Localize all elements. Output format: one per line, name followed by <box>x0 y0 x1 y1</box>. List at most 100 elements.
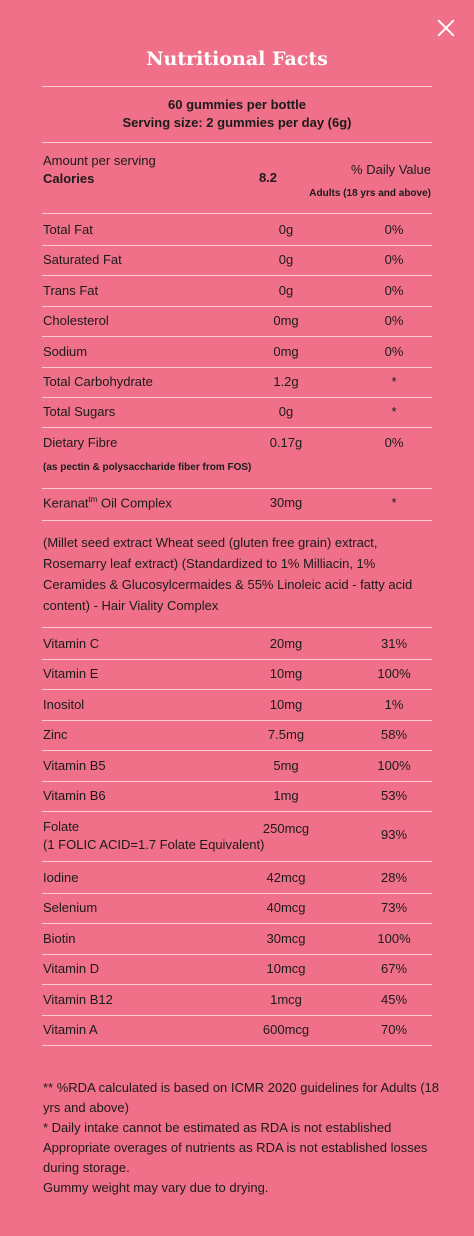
nutrient-daily-value: 0% <box>384 313 404 329</box>
daily-value-label: % Daily Value <box>351 162 431 177</box>
nutrient-amount: 10mg <box>269 666 303 682</box>
calories-label: Calories <box>43 171 95 186</box>
nutrient-row: Biotin 30mcg 100% <box>43 931 433 951</box>
nutrient-daily-value: 53% <box>380 788 408 803</box>
nutrient-row: Total Fat 0g 0% <box>43 222 433 242</box>
divider <box>42 275 432 277</box>
nutrient-amount: 30mcg <box>266 930 306 946</box>
nutrient-row: Vitamin C 20mg 31% <box>43 636 433 656</box>
divider <box>42 893 432 894</box>
fibre-note: (as pectin & polysaccharide fiber from F… <box>43 462 252 473</box>
nutrient-amount: 250mcg <box>262 821 310 836</box>
nutrient-amount: 7.5mg <box>267 727 305 743</box>
nutrient-daily-value: 0% <box>384 282 404 298</box>
divider <box>42 142 432 143</box>
nutrient-daily-value: * <box>391 374 397 389</box>
divider <box>42 305 432 307</box>
nutrient-name: Vitamin D <box>43 961 100 977</box>
nutrient-row: Vitamin B5 5mg 100% <box>43 758 433 778</box>
nutrient-row: Vitamin B6 1mg 53% <box>43 788 433 808</box>
nutrient-row: Vitamin D 10mcg 67% <box>43 961 433 981</box>
nutrient-name: Iodine <box>43 870 79 885</box>
nutrient-row: Vitamin A 600mcg 70% <box>43 1022 433 1042</box>
divider <box>42 488 432 489</box>
nutrient-row: Cholesterol 0mg 0% <box>43 313 433 333</box>
nutrient-name: Saturated Fat <box>43 252 122 268</box>
serving-info: 60 gummies per bottle Serving size: 2 gu… <box>0 96 474 132</box>
nutrient-name: Zinc <box>43 727 68 743</box>
divider <box>42 719 432 721</box>
footnote-overages: Appropriate overages of nutrients as RDA… <box>43 1140 428 1175</box>
nutrient-row-folate: Folate (1 FOLIC ACID=1.7 Folate Equivale… <box>43 819 433 855</box>
nutrient-amount: 1.2g <box>273 374 299 389</box>
divider <box>42 627 432 628</box>
nutrient-row: Vitamin E 10mg 100% <box>43 666 433 686</box>
nutrient-amount: 0g <box>278 404 294 420</box>
nutrient-row: Zinc 7.5mg 58% <box>43 727 433 747</box>
nutrient-amount: 1mg <box>273 788 299 803</box>
nutrient-amount: 5mg <box>273 757 299 773</box>
nutrient-row: Selenium 40mcg 73% <box>43 900 433 920</box>
footnote-rda: ** %RDA calculated is based on ICMR 2020… <box>43 1080 439 1115</box>
daily-value-sub: Adults (18 yrs and above) <box>309 188 431 199</box>
nutrient-daily-value: * <box>391 495 397 510</box>
nutrient-daily-value: 0% <box>384 434 404 450</box>
divider <box>42 1045 432 1046</box>
divider <box>42 953 432 955</box>
divider <box>42 923 432 925</box>
nutrient-amount: 0mg <box>273 343 299 359</box>
divider <box>42 213 432 214</box>
nutrient-daily-value: 0% <box>384 343 404 359</box>
divider <box>42 336 432 338</box>
nutrient-amount: 600mcg <box>262 1022 310 1037</box>
nutrient-daily-value: 0% <box>384 222 404 237</box>
divider <box>42 245 432 246</box>
footnotes: ** %RDA calculated is based on ICMR 2020… <box>43 1078 443 1198</box>
divider <box>42 1014 432 1016</box>
nutrient-row-keranat: Keranattm Oil Complex 30mg * <box>43 495 433 515</box>
divider <box>42 86 432 87</box>
nutrient-name: Selenium <box>43 900 98 916</box>
nutrient-amount: 10mcg <box>266 961 306 977</box>
nutrient-amount: 1mcg <box>270 991 302 1007</box>
nutrient-amount: 0g <box>278 282 294 298</box>
nutrient-daily-value: 31% <box>380 636 408 651</box>
footnote-weight: Gummy weight may vary due to drying. <box>43 1180 269 1195</box>
nutrient-name: Cholesterol <box>43 313 109 329</box>
nutrient-name: Folate <box>43 819 80 834</box>
divider <box>42 780 432 782</box>
divider <box>42 811 432 812</box>
nutrient-name: Sodium <box>43 343 88 359</box>
nutrient-amount: 40mcg <box>266 900 306 916</box>
nutrient-daily-value: * <box>391 404 397 420</box>
nutrient-daily-value: 100% <box>377 930 411 946</box>
nutrient-name: Inositol <box>43 696 85 712</box>
nutrient-name: Biotin <box>43 930 76 946</box>
nutrient-row: Total Sugars 0g * <box>43 404 433 424</box>
nutrient-name: Trans Fat <box>43 282 99 298</box>
divider <box>42 689 432 691</box>
divider <box>42 366 432 368</box>
keranat-description: (Millet seed extract Wheat seed (gluten … <box>43 535 413 613</box>
serving-size: Serving size: 2 gummies per day (6g) <box>122 115 352 130</box>
nutrient-daily-value: 67% <box>380 961 408 977</box>
nutrient-daily-value: 28% <box>380 870 408 885</box>
nutrient-amount: 0g <box>278 252 294 268</box>
nutrient-daily-value: 100% <box>377 757 411 773</box>
nutrient-amount: 0mg <box>273 313 299 329</box>
nutrient-name: Dietary Fibre <box>43 434 118 450</box>
divider <box>42 750 432 752</box>
close-icon[interactable] <box>432 14 460 42</box>
nutrient-name: Total Carbohydrate <box>43 374 153 389</box>
divider <box>42 659 432 660</box>
nutrient-name: Total Sugars <box>43 404 116 420</box>
nutrient-amount: 20mg <box>269 636 303 651</box>
nutrient-row: Trans Fat 0g 0% <box>43 283 433 303</box>
nutrient-amount: 42mcg <box>266 870 306 885</box>
nutrient-name: Vitamin A <box>43 1022 98 1037</box>
folate-equivalent: (1 FOLIC ACID=1.7 Folate Equivalent) <box>43 837 265 852</box>
nutrient-name: Vitamin C <box>43 636 100 651</box>
bottle-count: 60 gummies per bottle <box>168 97 306 112</box>
divider <box>42 520 432 521</box>
